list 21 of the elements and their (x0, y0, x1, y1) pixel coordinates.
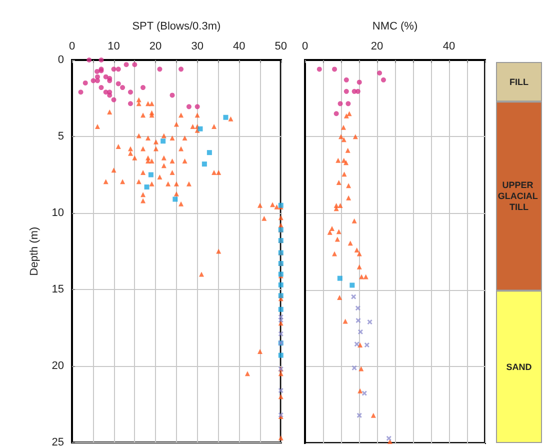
series-label: UPPER GLACIAL TILL (498, 180, 540, 212)
x-tick-label: 40 (232, 40, 246, 52)
y-tick-label: 5 (58, 130, 64, 142)
x-tick-label: 10 (108, 40, 120, 52)
y-tick-label: 0 (58, 54, 64, 66)
x-tick-label: 20 (370, 40, 384, 52)
y-axis-title: Depth (m) (28, 226, 40, 276)
y-tick-label: 10 (52, 207, 64, 219)
y-tick-label: 15 (52, 284, 64, 296)
x-axis-title: NMC (%) (372, 20, 418, 32)
series-label: SAND (506, 362, 532, 372)
x-tick-label: 20 (149, 40, 162, 52)
series-label: FILL (510, 76, 529, 87)
y-tick-label: 25 (52, 436, 64, 448)
x-tick-label: 50 (274, 40, 288, 52)
x-axis-title: SPT (Blows/0.3m) (132, 20, 221, 32)
x-tick-label: 40 (442, 40, 456, 52)
x-tick-label: 0 (302, 40, 308, 52)
y-tick-label: 20 (52, 360, 64, 372)
x-tick-label: 30 (191, 40, 204, 52)
x-tick-label: 0 (68, 40, 76, 52)
